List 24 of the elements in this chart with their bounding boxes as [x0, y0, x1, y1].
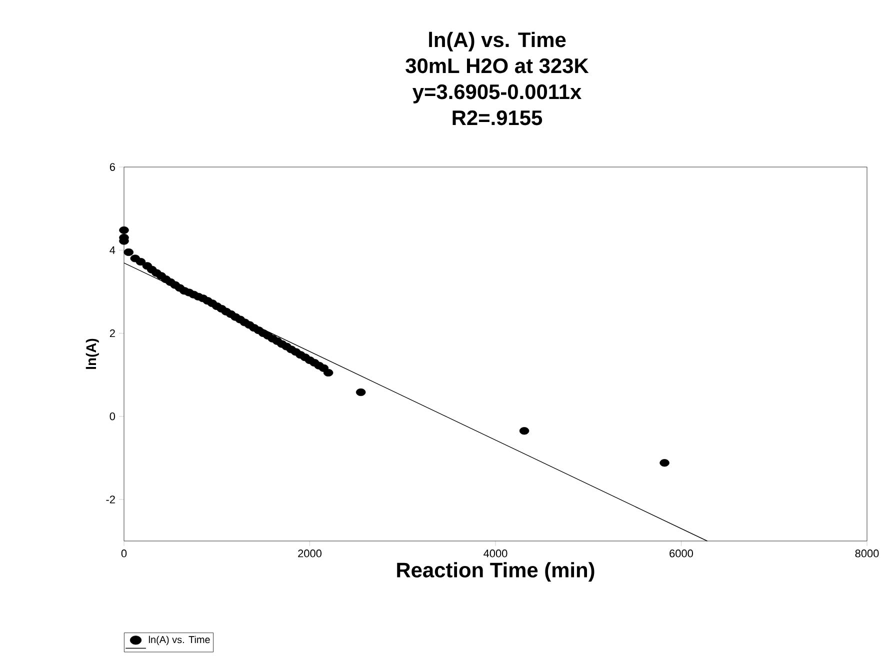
- text: y=3.6905-0.0011x: [412, 84, 582, 104]
- y-axis-title: ln(A): [86, 338, 99, 369]
- x-axis-title: Reaction Time (min): [397, 562, 594, 582]
- chart-subtitle: 30mL H2O at 323K: [406, 58, 589, 74]
- point: [356, 388, 366, 396]
- y-tick-label: 2: [110, 329, 115, 338]
- point: [119, 226, 129, 234]
- point: [660, 459, 670, 467]
- x-tick-label: 6000: [670, 550, 693, 558]
- point: [124, 248, 134, 256]
- y-tick-label: 6: [110, 163, 115, 171]
- text: R2=.9155: [452, 110, 542, 126]
- legend-label: ln(A) vs. Time: [148, 636, 210, 646]
- y-tick-label: -2: [106, 496, 115, 504]
- y-tick-label: 4: [110, 246, 116, 254]
- x-tick-label: 0: [121, 550, 127, 558]
- x-tick-label: 8000: [855, 550, 879, 558]
- point: [519, 427, 530, 435]
- chart-title: ln(A) vs. Time: [429, 32, 566, 52]
- x-tick-label: 4000: [484, 550, 508, 558]
- x-tick-label: 2000: [298, 550, 322, 558]
- point: [136, 258, 146, 266]
- y-tick-label: 0: [110, 412, 116, 420]
- point: [323, 368, 334, 377]
